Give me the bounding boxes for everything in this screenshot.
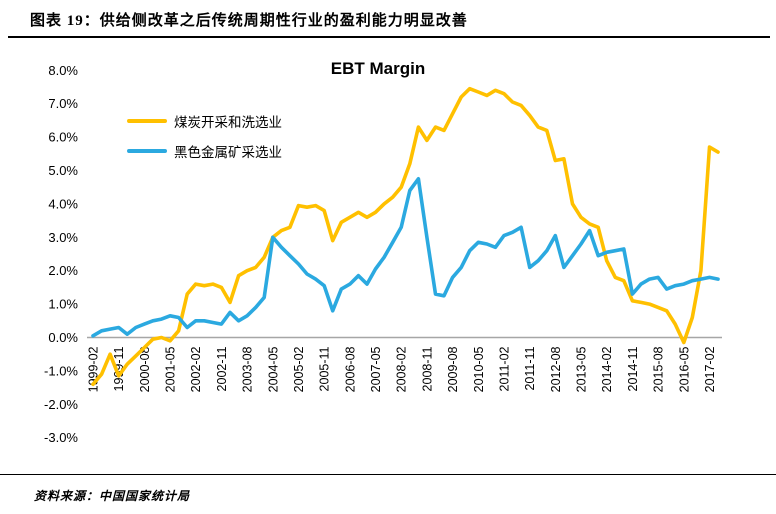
x-axis-tick-label: 2011-02 — [497, 346, 511, 391]
x-axis-tick-label: 2005-02 — [292, 346, 306, 392]
x-axis-tick-label: 2014-11 — [626, 346, 640, 391]
chart-canvas: 8.0% 7.0% 6.0% 5.0% 4.0% 3.0% 2.0% 1.0% 0.0% -1.0… — [44, 63, 722, 445]
x-axis-tick-label: 2001-05 — [164, 346, 178, 392]
series-line-ferrous — [91, 177, 720, 338]
x-axis-tick-label: 2016-05 — [677, 346, 691, 392]
y-axis-tick-label: 0.0% — [48, 330, 78, 345]
ebt-margin-chart: 8.0% 7.0% 6.0% 5.0% 4.0% 3.0% 2.0% 1.0% 0.0% -1.0… — [0, 40, 776, 470]
x-axis-tick-label: 2002-11 — [215, 346, 229, 391]
x-axis-tick-label: 2000-08 — [138, 346, 152, 392]
y-axis-tick-label: 6.0% — [48, 130, 78, 145]
x-axis-tick-label: 2012-08 — [549, 346, 563, 392]
footer-divider — [0, 474, 776, 475]
source-note: 资料来源：中国国家统计局 — [34, 489, 191, 503]
y-axis-tick-label: 3.0% — [48, 230, 78, 245]
x-axis-tick-label: 2010-05 — [472, 346, 486, 392]
x-axis-tick-label: 2013-05 — [575, 346, 589, 392]
x-axis-tick-label: 2004-05 — [266, 346, 280, 392]
x-axis-tick-label: 2011-11 — [523, 346, 537, 390]
x-axis-tick-label: 2002-02 — [189, 346, 203, 392]
y-axis-tick-label: 5.0% — [48, 163, 78, 178]
legend-item-coal: 煤炭开采和洗选业 — [127, 110, 282, 132]
chart-title: EBT Margin — [330, 59, 426, 78]
coal-series-swatch — [127, 119, 167, 123]
y-axis-tick-label: 1.0% — [48, 297, 78, 312]
x-axis-tick-label: 2003-08 — [241, 346, 255, 392]
y-axis-tick-label: 7.0% — [48, 96, 78, 111]
x-axis-tick-label: 2005-11 — [318, 346, 332, 391]
y-axis-tick-label: 4.0% — [48, 196, 78, 211]
series-line-coal — [91, 86, 720, 387]
x-axis-tick-label: 2007-05 — [369, 346, 383, 392]
x-axis-tick-label: 2017-02 — [703, 346, 717, 392]
legend-item-ferrous: 黑色金属矿采选业 — [127, 140, 282, 162]
x-axis-tick-label: 2008-11 — [420, 346, 434, 391]
y-axis-tick-label: -3.0% — [44, 430, 78, 445]
x-axis-tick-label: 2015-08 — [652, 346, 666, 392]
x-axis-tick-label: 2008-02 — [395, 346, 409, 392]
y-axis-tick-label: 2.0% — [48, 263, 78, 278]
x-axis-tick-label: 2009-08 — [446, 346, 460, 392]
ferrous-series-swatch — [127, 149, 167, 153]
chart-legend: 煤炭开采和洗选业 黑色金属矿采选业 — [127, 110, 282, 170]
y-axis-tick-label: -2.0% — [44, 397, 78, 412]
page-title: 图表 19：供给侧改革之后传统周期性行业的盈利能力明显改善 — [30, 13, 468, 29]
header-divider — [8, 36, 770, 38]
y-axis-tick-label: -1.0% — [44, 363, 78, 378]
x-axis-tick-label: 1999-11 — [112, 346, 126, 391]
legend-label-coal: 煤炭开采和洗选业 — [174, 115, 282, 130]
x-axis-tick-label: 2014-02 — [600, 346, 614, 392]
y-axis-tick-label: 8.0% — [48, 63, 78, 78]
legend-label-ferrous: 黑色金属矿采选业 — [174, 145, 282, 160]
x-axis-tick-label: 2006-08 — [343, 346, 357, 392]
